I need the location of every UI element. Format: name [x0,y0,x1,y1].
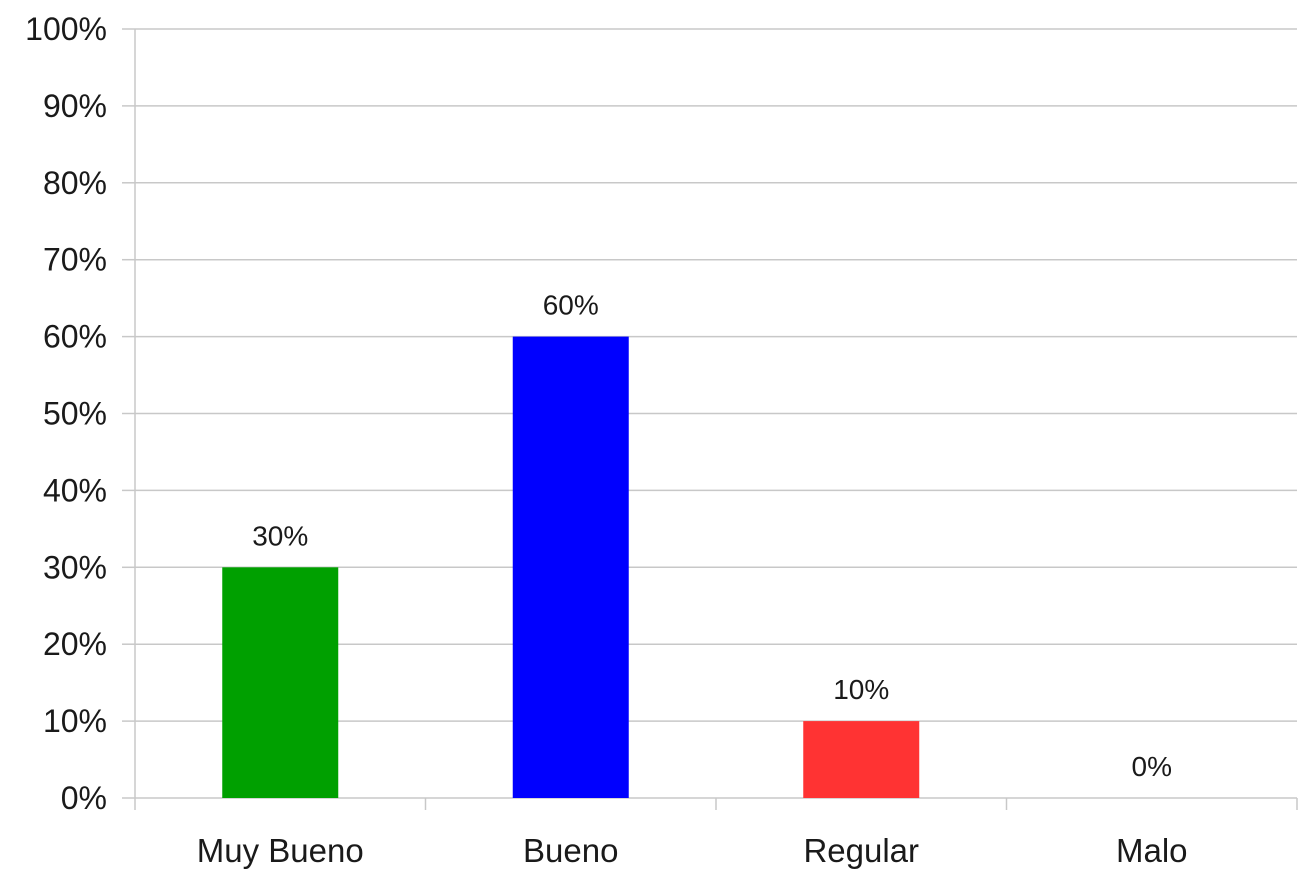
y-tick-label: 50% [43,396,107,432]
bar-regular [803,721,919,798]
y-tick-label: 100% [25,11,107,47]
x-tick-label: Regular [803,832,919,869]
y-tick-label: 20% [43,626,107,662]
y-tick-label: 90% [43,88,107,124]
x-axis-tick-labels: Muy Bueno Bueno Regular Malo [197,832,1188,869]
data-label: 0% [1132,751,1172,782]
bar-muy-bueno [222,567,338,798]
y-tick-label: 80% [43,165,107,201]
x-tick-label: Malo [1116,832,1188,869]
data-label: 60% [543,290,599,321]
y-axis-tick-labels: 0% 10% 20% 30% 40% 50% 60% 70% 80% 90% 100% [25,11,107,816]
data-label: 30% [252,520,308,551]
data-labels: 30% 60% 10% 0% [252,290,1172,782]
y-tick-label: 30% [43,549,107,585]
y-tick-label: 10% [43,703,107,739]
x-tick-label: Muy Bueno [197,832,364,869]
x-tick-label: Bueno [523,832,618,869]
bar-bueno [513,337,629,798]
y-tick-label: 60% [43,319,107,355]
y-tick-label: 70% [43,242,107,278]
y-tick-label: 40% [43,472,107,508]
y-tick-label: 0% [61,780,107,816]
data-label: 10% [833,674,889,705]
